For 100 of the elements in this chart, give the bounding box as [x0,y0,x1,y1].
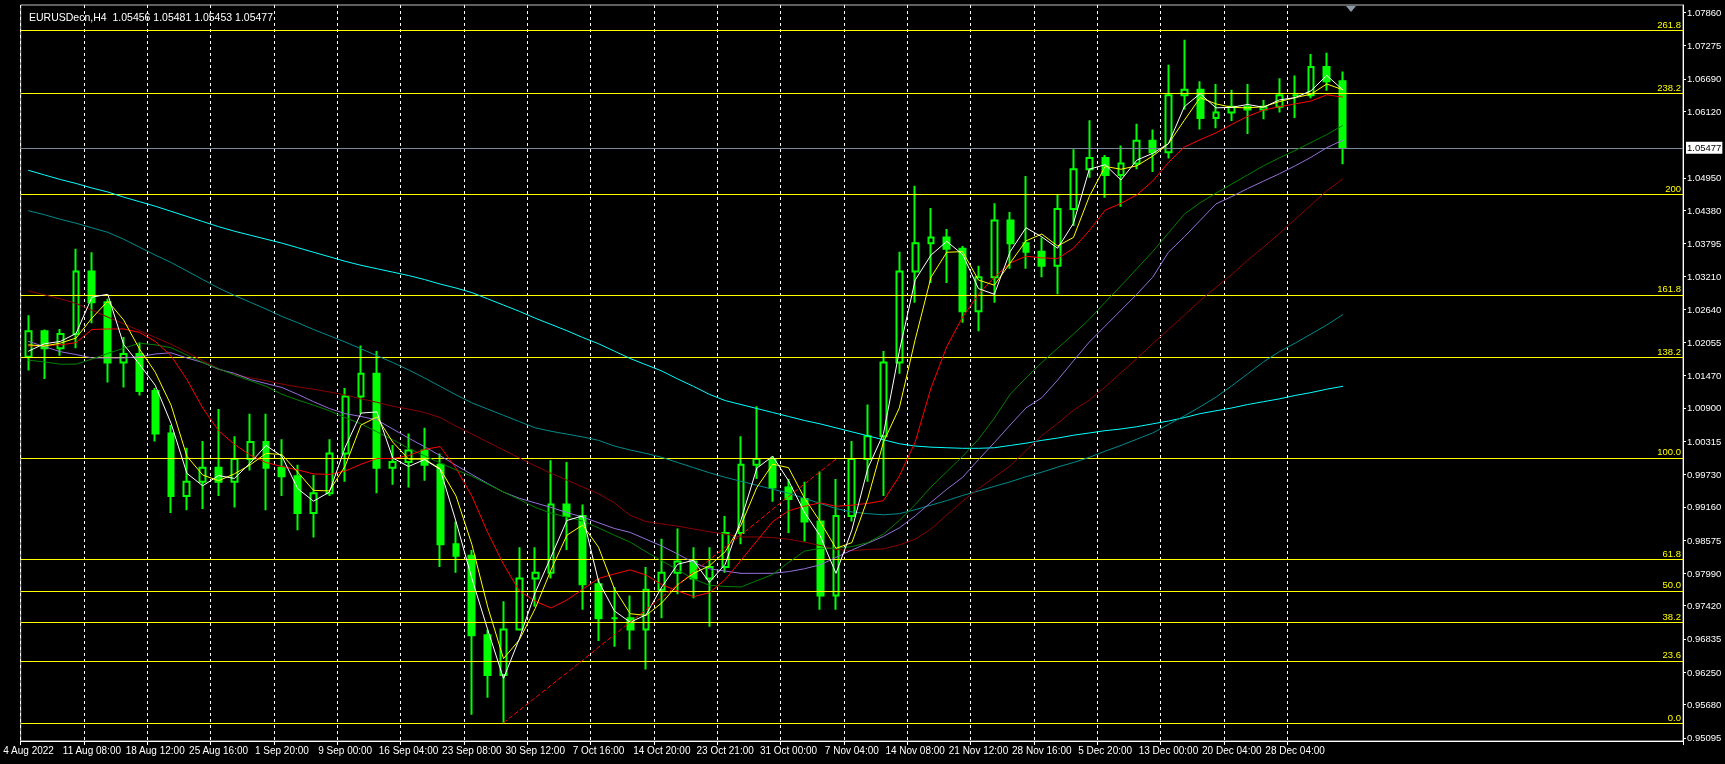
candlestick [895,250,904,375]
y-tick-label: 1.07275 [1687,40,1722,52]
annotation: 200 [1665,182,1681,194]
candlestick [752,405,761,480]
y-tick-label: 1.04380 [1687,204,1722,216]
annotation: 61.8 [1662,547,1681,559]
x-tick-label: 23 Sep 08:00 [442,744,503,756]
y-tick-label: 0.97990 [1687,567,1722,579]
candlestick [1338,70,1347,166]
candlestick [1037,236,1046,279]
x-tick-label: 13 Dec 00:00 [1138,744,1199,756]
candlestick [578,503,587,611]
annotation: 138.2 [1657,345,1681,357]
x-tick-label: 30 Sep 12:00 [505,744,566,756]
y-tick-label: 1.07860 [1687,6,1722,18]
candlestick [483,628,492,699]
x-tick-label: 1 Sep 20:00 [254,744,310,756]
candlestick [990,202,999,304]
candlestick [768,455,777,503]
candlestick [499,600,508,724]
candlestick [705,546,714,628]
y-tick-label: 0.96835 [1687,633,1722,645]
candlestick [1243,83,1252,136]
candlestick [610,585,619,648]
annotation: 23.6 [1662,649,1681,661]
candlestick [1117,144,1125,208]
candlestick [642,566,650,671]
candlestick [214,408,223,498]
candlestick [135,341,144,397]
y-tick-label: 1.01470 [1687,370,1722,382]
candlestick [1291,74,1300,120]
x-tick-label: 28 Dec 04:00 [1265,744,1326,756]
candlestick [388,443,397,486]
y-tick-label: 1.04950 [1687,172,1722,184]
y-tick-label: 1.03795 [1687,237,1722,249]
candlestick [911,184,920,304]
y-tick-label: 0.99160 [1687,501,1722,513]
candlestick [1180,38,1189,111]
y-tick-label: 0.97420 [1687,600,1722,612]
candlestick [1053,193,1062,296]
x-tick-label: 23 Oct 21:00 [696,744,755,756]
candlestick [246,412,255,472]
candlestick [737,435,745,546]
candlestick [151,387,160,443]
candlestick [942,227,951,284]
x-tick-label: 16 Sep 04:00 [378,744,439,756]
y-tick-label: 1.06120 [1687,105,1722,117]
candlestick [341,387,350,483]
candlestick [1212,83,1220,130]
annotation: 38.2 [1662,610,1681,622]
candlestick [436,452,445,569]
candlestick [230,435,239,509]
y-tick-label: 1.00900 [1687,402,1722,414]
candlestick [293,463,302,532]
candlestick [1069,148,1078,228]
y-tick-label: 1.06690 [1687,73,1722,85]
x-tick-label: 5 Dec 20:00 [1078,744,1133,756]
x-tick-label: 28 Nov 16:00 [1012,744,1072,756]
candlestick [1085,119,1094,179]
annotation: 238.2 [1657,81,1681,93]
candlestick [1132,122,1141,171]
x-tick-label: 7 Oct 16:00 [572,744,625,756]
candlestick [87,251,96,325]
candlestick [357,344,365,415]
candlestick [562,460,571,552]
x-tick-label: 9 Sep 00:00 [318,744,373,756]
candlestick [531,546,540,608]
candlestick [1148,128,1157,174]
x-tick-label: 7 Nov 04:00 [824,744,880,756]
x-tick-label: 11 Aug 08:00 [62,744,122,756]
candlestick [1164,63,1173,160]
x-tick-label: 14 Oct 20:00 [633,744,691,756]
candlestick [72,247,80,350]
annotation: 161.8 [1657,283,1681,295]
y-tick-label: 0.99730 [1687,468,1722,480]
annotation: 50.0 [1662,579,1681,591]
x-tick-label: 21 Nov 12:00 [948,744,1009,756]
annotation: 261.8 [1657,18,1681,30]
candlestick [167,424,175,515]
y-tick-label: 0.98575 [1687,534,1722,546]
candlestick [372,350,381,495]
candlestick [1227,88,1236,122]
candlestick [182,446,191,512]
candlestick [309,474,318,539]
candlestick [515,546,524,631]
candlestick [277,438,286,498]
candlestick [784,478,793,534]
annotation: 100.0 [1657,446,1681,458]
candlestick [119,335,128,389]
line-series [28,169,1344,449]
line-series [28,210,1344,516]
candlestick [832,478,840,611]
candlestick [1022,175,1030,270]
y-tick-label: 1.00315 [1687,435,1722,447]
candlestick [863,403,872,483]
x-tick-label: 14 Nov 08:00 [885,744,946,756]
x-tick-label: 20 Dec 04:00 [1202,744,1262,756]
candlestick [1322,51,1331,92]
y-tick-label: 1.03210 [1687,271,1722,283]
y-tick-label: 0.95095 [1687,732,1722,744]
